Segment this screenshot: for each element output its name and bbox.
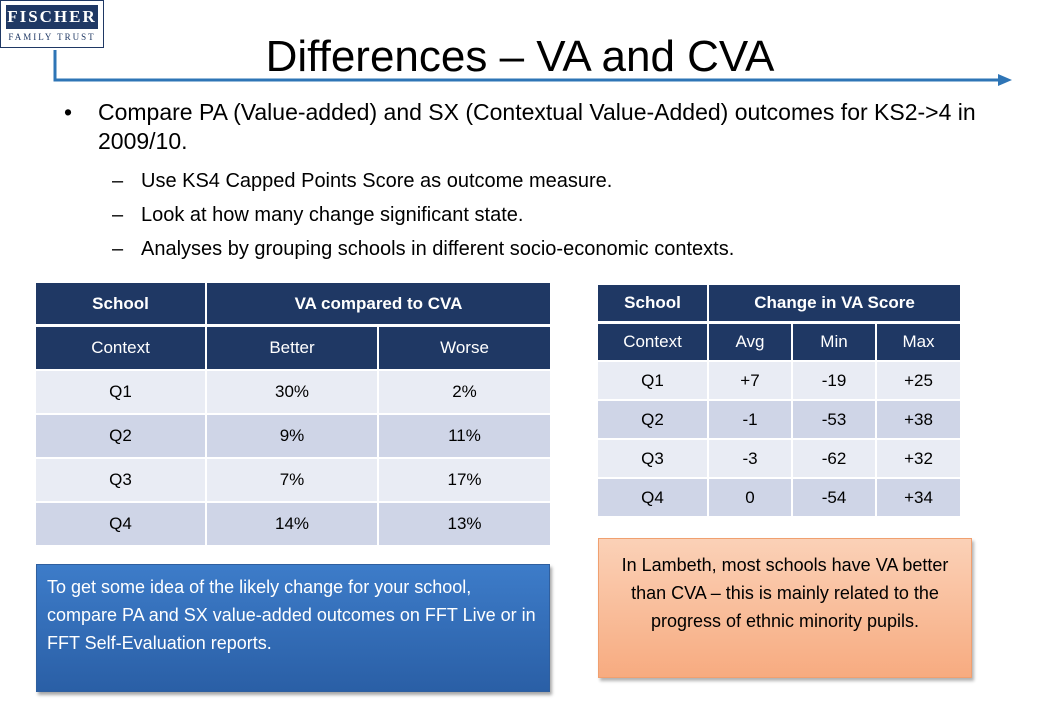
header-cell: School	[598, 285, 709, 323]
bullet-sub-1: – Use KS4 Capped Points Score as outcome…	[60, 164, 1020, 198]
bullet-sub-text: Use KS4 Capped Points Score as outcome m…	[141, 170, 613, 192]
header-cell: Change in VA Score	[708, 285, 960, 323]
table-cell: 7%	[206, 457, 379, 502]
table-cell: 17%	[378, 457, 550, 502]
bullet-sub-2: – Look at how many change significant st…	[60, 198, 1020, 232]
table-cell: Q1	[598, 360, 709, 400]
fischer-family-trust-logo: FISCHER FAMILY TRUST	[0, 0, 104, 48]
table-row: Q4 14% 13%	[36, 501, 550, 545]
table-cell: -54	[792, 477, 877, 516]
table-cell: Q1	[36, 369, 207, 414]
subheader-cell: Context	[36, 324, 207, 370]
subheader-cell: Context	[598, 321, 709, 361]
logo-top-text: FISCHER	[6, 5, 98, 29]
fft-live-tip-box: To get some idea of the likely change fo…	[36, 564, 550, 692]
slide-title: Differences – VA and CVA	[265, 32, 775, 81]
table-row: Q1 30% 2%	[36, 369, 550, 414]
table-cell: Q3	[36, 457, 207, 502]
table-cell: +25	[876, 360, 960, 400]
table-cell: -53	[792, 399, 877, 439]
subheader-cell: Min	[792, 321, 877, 361]
table-subheader-row: Context Avg Min Max	[598, 321, 960, 361]
table-row: Q4 0 -54 +34	[598, 477, 960, 516]
table-cell: +7	[708, 360, 793, 400]
table-row: Q2 -1 -53 +38	[598, 399, 960, 439]
table-subheader-row: Context Better Worse	[36, 324, 550, 370]
subheader-cell: Better	[206, 324, 379, 370]
table-cell: Q2	[598, 399, 709, 439]
table-row: Q3 7% 17%	[36, 457, 550, 502]
subheader-cell: Avg	[708, 321, 793, 361]
dash-icon: –	[112, 204, 124, 226]
table-header-row: School VA compared to CVA	[36, 283, 550, 326]
logo-bottom-text: FAMILY TRUST	[8, 32, 96, 42]
table-header-row: School Change in VA Score	[598, 285, 960, 323]
subheader-cell: Max	[876, 321, 960, 361]
bullet-main: • Compare PA (Value-added) and SX (Conte…	[60, 98, 1020, 156]
table-cell: -19	[792, 360, 877, 400]
table-cell: Q3	[598, 438, 709, 478]
bullet-list: • Compare PA (Value-added) and SX (Conte…	[60, 98, 1020, 266]
bullet-dot-icon: •	[64, 99, 73, 125]
header-cell: School	[36, 283, 207, 326]
table-cell: +32	[876, 438, 960, 478]
header-cell: VA compared to CVA	[206, 283, 550, 326]
table-cell: 14%	[206, 501, 379, 545]
table-cell: +34	[876, 477, 960, 516]
change-in-va-score-table: School Change in VA Score Context Avg Mi…	[598, 285, 960, 516]
bullet-sub-text: Analyses by grouping schools in differen…	[141, 238, 735, 260]
table-cell: Q4	[598, 477, 709, 516]
table-cell: Q4	[36, 501, 207, 545]
table-cell: -3	[708, 438, 793, 478]
table-cell: Q2	[36, 413, 207, 458]
subheader-cell: Worse	[378, 324, 550, 370]
table-cell: 2%	[378, 369, 550, 414]
va-compared-to-cva-table: School VA compared to CVA Context Better…	[36, 283, 550, 545]
table-cell: 30%	[206, 369, 379, 414]
bullet-sub-text: Look at how many change significant stat…	[141, 204, 524, 226]
title-underline-arrow	[53, 50, 1012, 86]
table-cell: -1	[708, 399, 793, 439]
bullet-main-text: Compare PA (Value-added) and SX (Context…	[98, 99, 976, 154]
dash-icon: –	[112, 238, 124, 260]
table-row: Q2 9% 11%	[36, 413, 550, 458]
table-cell: 11%	[378, 413, 550, 458]
table-row: Q1 +7 -19 +25	[598, 360, 960, 400]
bullet-sub-3: – Analyses by grouping schools in differ…	[60, 232, 1020, 266]
table-cell: 0	[708, 477, 793, 516]
dash-icon: –	[112, 170, 124, 192]
table-row: Q3 -3 -62 +32	[598, 438, 960, 478]
table-cell: 9%	[206, 413, 379, 458]
lambeth-note-box: In Lambeth, most schools have VA better …	[598, 538, 972, 678]
table-cell: +38	[876, 399, 960, 439]
table-cell: 13%	[378, 501, 550, 545]
table-cell: -62	[792, 438, 877, 478]
